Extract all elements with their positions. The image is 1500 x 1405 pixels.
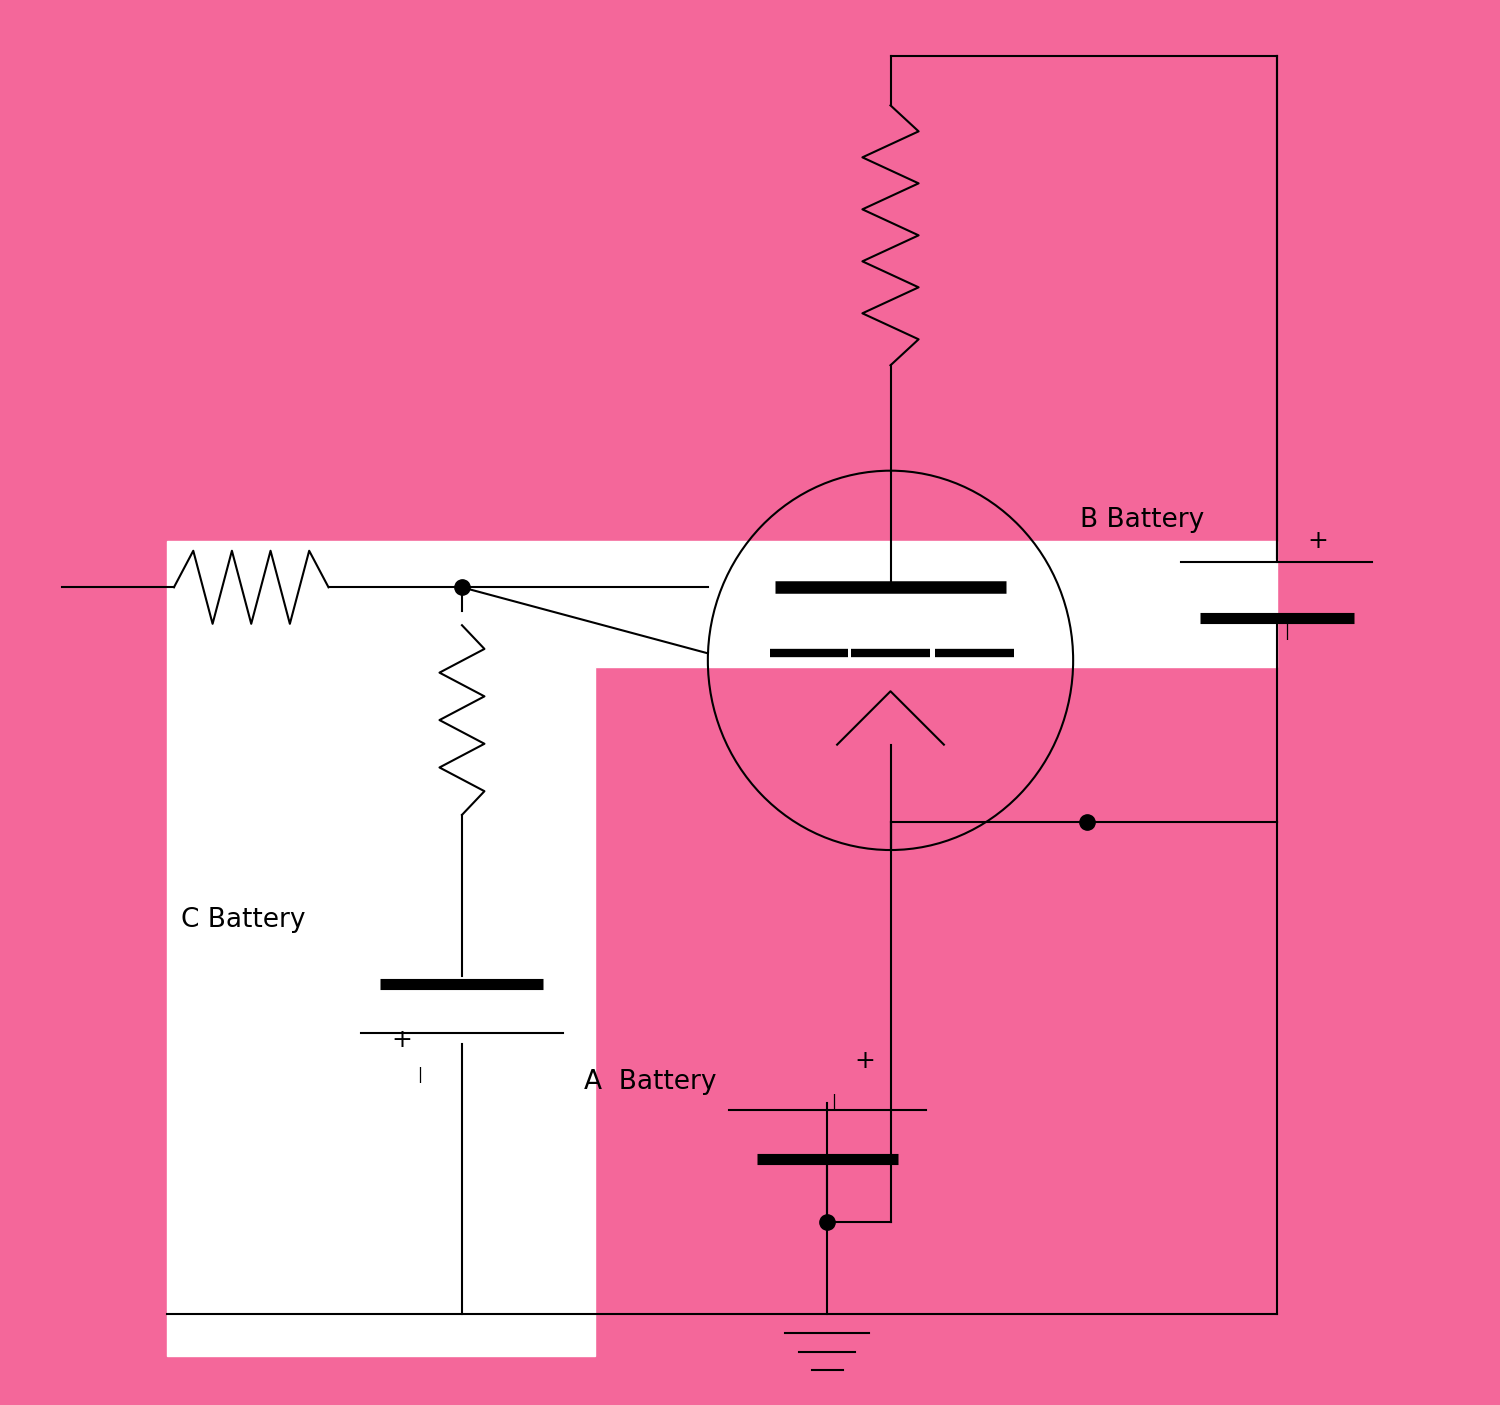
Text: B Battery: B Battery	[1080, 507, 1204, 532]
Text: +: +	[1308, 528, 1329, 554]
Text: |: |	[417, 1066, 422, 1083]
Polygon shape	[166, 541, 1276, 1356]
Text: +: +	[392, 1027, 412, 1052]
Text: |: |	[831, 1093, 837, 1110]
Text: A  Battery: A Battery	[584, 1069, 717, 1094]
Text: +: +	[853, 1048, 874, 1073]
Text: |: |	[1284, 624, 1288, 641]
Text: C Battery: C Battery	[182, 908, 306, 933]
